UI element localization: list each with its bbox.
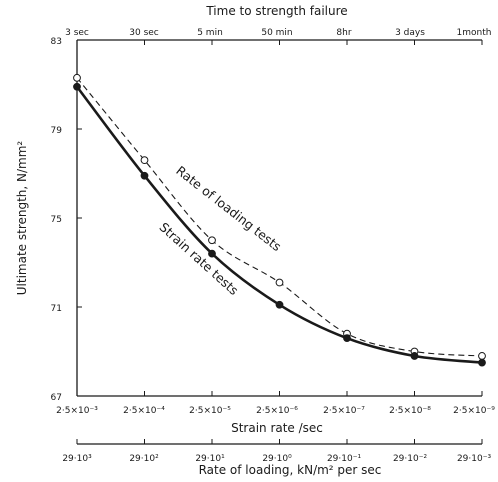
strain-rate-point	[410, 352, 419, 360]
strain-rate-axis-labels: 2·5×10⁻³ 2·5×10⁻⁴ 2·5×10⁻⁵ 2·5×10⁻⁶ 2·5×…	[56, 406, 495, 435]
x2-tick-label: 29·10¹	[195, 454, 225, 464]
y-tick-label: 75	[51, 215, 62, 225]
strain-rate-point	[140, 171, 149, 180]
top-tick-label: 8hr	[336, 28, 351, 38]
top-tick-label: 30 sec	[129, 28, 159, 38]
x2-axis-title: Rate of loading, kN/m² per sec	[199, 463, 382, 477]
y-tick-marks	[77, 39, 82, 397]
x-tick-label: 2·5×10⁻⁸	[389, 406, 431, 416]
x2-tick-label: 29·10⁻²	[393, 454, 428, 464]
y-tick-label: 83	[51, 37, 62, 47]
x-tick-label: 2·5×10⁻⁹	[453, 406, 495, 416]
x-tick-label: 2·5×10⁻⁶	[256, 406, 298, 416]
rate-of-loading-point	[208, 236, 216, 245]
y-tick-label: 67	[51, 393, 62, 403]
top-tick-label: 5 min	[197, 28, 223, 38]
top-tick-label: 1month	[457, 28, 492, 38]
x2-tick-label: 29·10⁻³	[457, 454, 492, 464]
strain-rate-point	[208, 249, 216, 258]
y-tick-label: 79	[51, 126, 63, 136]
x2-tick-label: 29·10³	[62, 454, 92, 464]
top-axis-labels: 3 sec 30 sec 5 min 50 min 8hr 3 days 1mo…	[65, 4, 491, 38]
rate-of-loading-point	[275, 278, 284, 287]
rate-of-loading-point	[73, 73, 81, 82]
strain-rate-point	[343, 334, 351, 343]
y-tick-label: 71	[51, 304, 62, 314]
x2-tick-label: 29·10⁻¹	[327, 454, 362, 464]
y-axis-title: Ultimate strength, N/mm²	[15, 141, 29, 296]
x2-tick-label: 29·10⁰	[262, 454, 292, 464]
rate-of-loading-point	[478, 352, 486, 360]
top-tick-label: 50 min	[261, 28, 292, 38]
strain-rate-line	[75, 85, 483, 364]
strain-rate-point	[478, 358, 486, 367]
series-label-strain-rate: Strain rate tests	[157, 219, 242, 298]
y-axis-labels: 83 79 75 71 67 Ultimate strength, N/mm²	[15, 37, 62, 403]
x-axis-title: Strain rate /sec	[231, 421, 323, 435]
x2-tick-label: 29·10²	[129, 454, 159, 464]
x-tick-label: 2·5×10⁻⁴	[123, 406, 165, 416]
x-tick-label: 2·5×10⁻⁷	[323, 406, 365, 416]
top-tick-label: 3 days	[395, 28, 425, 38]
strain-rate-point	[73, 82, 81, 91]
x-tick-label: 2·5×10⁻⁵	[189, 406, 231, 416]
top-tick-label: 3 sec	[65, 28, 89, 38]
rate-of-loading-line	[76, 77, 483, 357]
plot-series	[73, 73, 486, 367]
rate-of-loading-point	[140, 156, 149, 165]
strain-rate-point	[275, 300, 284, 309]
x-tick-label: 2·5×10⁻³	[56, 406, 98, 416]
top-axis-title: Time to strength failure	[205, 4, 347, 18]
x-tick-marks	[76, 40, 483, 444]
rate-of-loading-axis-labels: 29·10³ 29·10² 29·10¹ 29·10⁰ 29·10⁻¹ 29·1…	[62, 454, 491, 477]
